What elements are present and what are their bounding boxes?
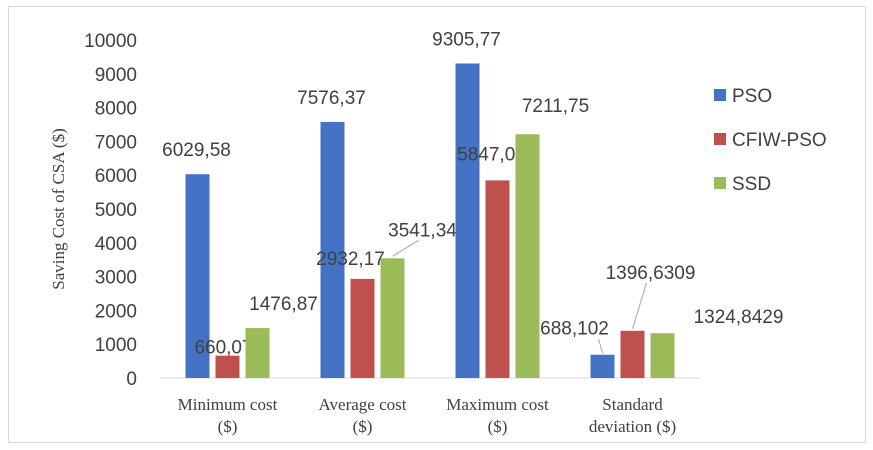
bar-ssd: [515, 134, 540, 378]
bar-cfiw-pso: [620, 330, 645, 378]
y-tick-label: 7000: [95, 132, 137, 153]
legend-swatch-cfiw-pso: [714, 133, 726, 145]
data-label: 1396,6309: [606, 263, 696, 284]
data-label: 3541,34: [388, 220, 457, 241]
y-tick-label: 9000: [95, 65, 137, 86]
x-category-label: ($): [353, 417, 373, 436]
legend-label-pso: PSO: [732, 86, 772, 107]
y-tick-label: 2000: [95, 301, 137, 322]
bar-cfiw-pso: [215, 355, 240, 378]
data-label: 6029,58: [162, 140, 231, 161]
y-tick-label: 10000: [84, 31, 137, 52]
data-label-leader: [392, 239, 419, 257]
x-category-label: Standard: [602, 395, 663, 414]
y-axis-title: Saving Cost of CSA ($): [49, 128, 68, 290]
y-tick-label: 0: [126, 369, 137, 390]
legend-swatch-ssd: [714, 177, 726, 189]
y-tick-label: 5000: [95, 200, 137, 221]
data-label: 688,102: [540, 319, 609, 340]
bar-pso: [185, 174, 210, 378]
bar-pso: [455, 63, 480, 379]
data-label-leader: [598, 338, 603, 353]
data-label: 5847,04: [457, 144, 526, 165]
legend-label-cfiw-pso: CFIW-PSO: [732, 130, 827, 151]
bar-ssd: [245, 328, 270, 378]
data-label: 2932,17: [316, 249, 385, 270]
chart-frame: [8, 6, 866, 443]
bar-pso: [320, 121, 345, 378]
y-tick-label: 3000: [95, 268, 137, 289]
y-tick-label: 4000: [95, 234, 137, 255]
legend-label-ssd: SSD: [732, 174, 771, 195]
data-label: 7576,37: [297, 88, 366, 109]
x-category-label: Average cost: [319, 395, 407, 414]
bar-ssd: [380, 258, 405, 378]
bar-pso: [590, 354, 615, 378]
data-label: 9305,77: [432, 29, 501, 50]
x-category-label: Minimum cost: [178, 395, 278, 414]
y-tick-label: 1000: [95, 335, 137, 356]
y-tick-label: 6000: [95, 166, 137, 187]
x-category-label: deviation ($): [589, 417, 676, 436]
x-category-label: ($): [488, 417, 508, 436]
bar-cfiw-pso: [485, 180, 510, 378]
data-label: 1324,8429: [694, 307, 784, 328]
bar-ssd: [650, 333, 675, 378]
data-label-leader: [632, 282, 647, 329]
x-category-label: ($): [218, 417, 238, 436]
data-label: 7211,75: [522, 96, 589, 117]
x-category-label: Maximum cost: [446, 395, 549, 414]
y-tick-label: 8000: [95, 99, 137, 120]
legend-swatch-pso: [714, 89, 726, 101]
data-label: 660,07: [194, 338, 252, 359]
data-label: 1476,87: [249, 294, 318, 315]
bar-cfiw-pso: [350, 278, 375, 378]
